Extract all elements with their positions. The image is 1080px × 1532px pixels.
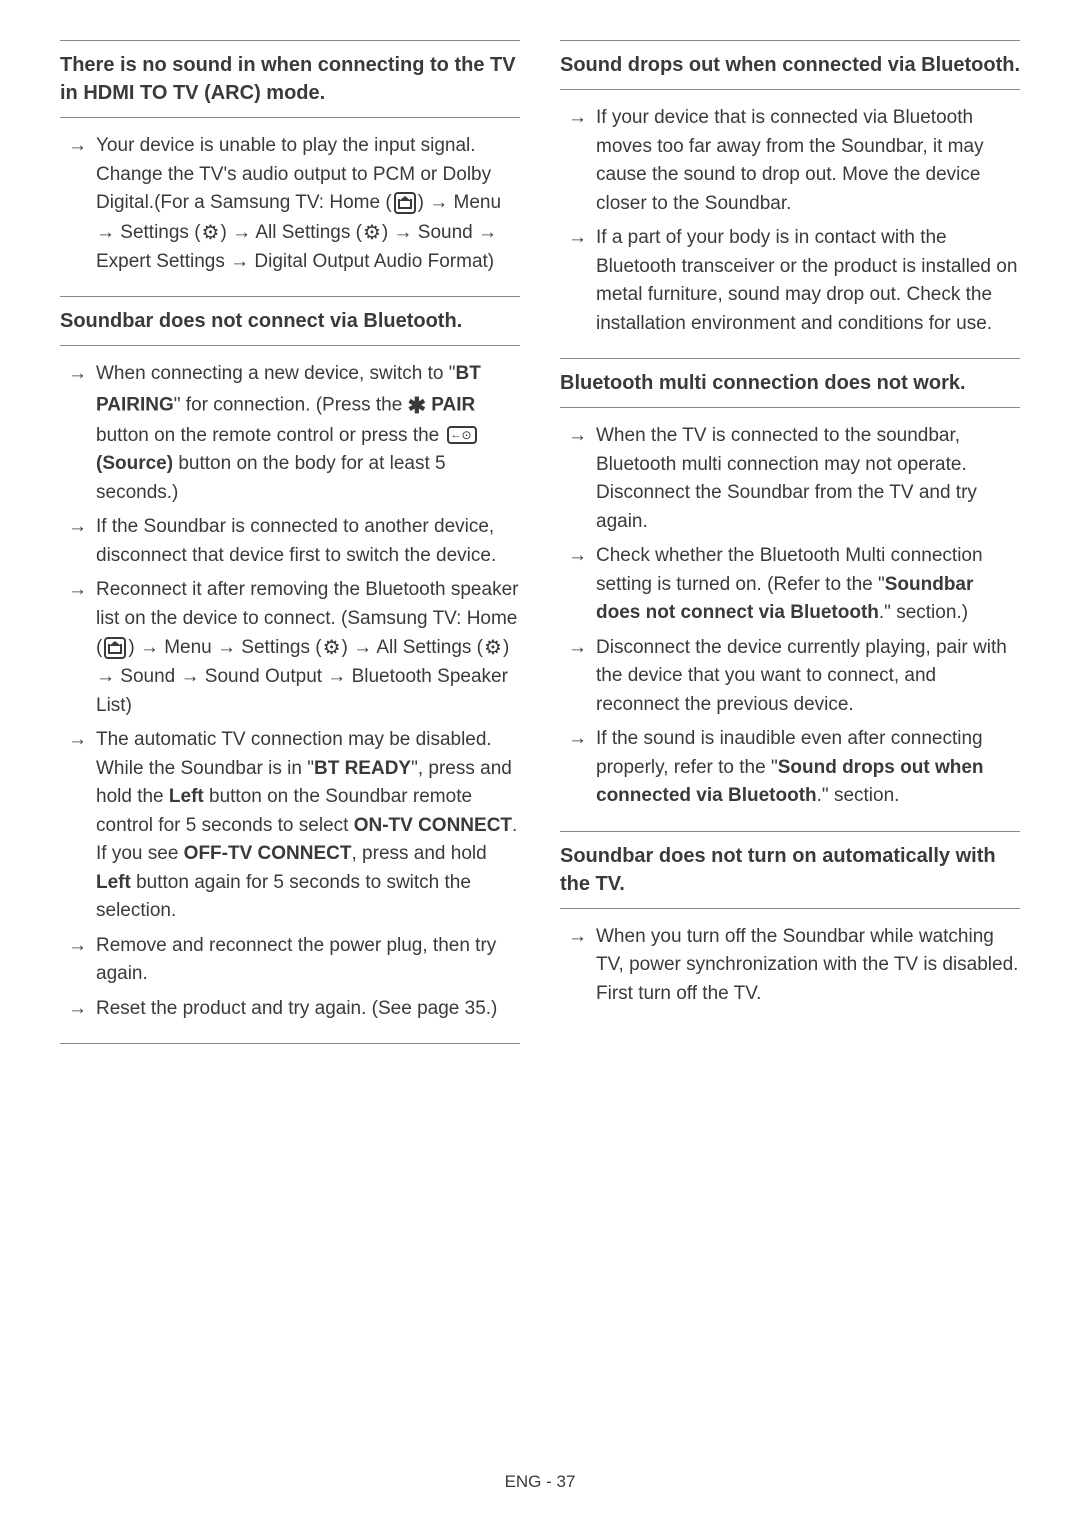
section: Soundbar does not connect via Bluetooth.… <box>60 296 520 1044</box>
page-footer: ENG - 37 <box>0 1472 1080 1492</box>
gear-icon: ⚙ <box>484 633 502 663</box>
list-item: Remove and reconnect the power plug, the… <box>68 932 520 989</box>
bluetooth-icon: ✱ <box>408 389 426 422</box>
section-heading: Bluetooth multi connection does not work… <box>560 358 1020 408</box>
item-list: If your device that is connected via Blu… <box>560 104 1020 338</box>
section: Sound drops out when connected via Bluet… <box>560 40 1020 338</box>
list-item: Check whether the Bluetooth Multi connec… <box>568 542 1020 628</box>
bold-text: ON-TV CONNECT <box>354 815 512 836</box>
right-column: Sound drops out when connected via Bluet… <box>560 40 1020 1044</box>
list-item: When you turn off the Soundbar while wat… <box>568 923 1020 1009</box>
bold-text: PAIR <box>431 394 475 415</box>
gear-icon: ⚙ <box>323 633 341 663</box>
list-item: If your device that is connected via Blu… <box>568 104 1020 218</box>
list-item: Reconnect it after removing the Bluetoot… <box>68 576 520 720</box>
section-heading: There is no sound in when connecting to … <box>60 40 520 118</box>
list-item: If the Soundbar is connected to another … <box>68 513 520 570</box>
list-item: If a part of your body is in contact wit… <box>568 224 1020 338</box>
bold-text: (Source) <box>96 453 173 474</box>
list-item: Disconnect the device currently playing,… <box>568 634 1020 720</box>
section: There is no sound in when connecting to … <box>60 40 520 276</box>
bold-text: Soundbar does not connect via Bluetooth <box>596 574 973 624</box>
bold-text: Left <box>169 786 204 807</box>
item-list: When connecting a new device, switch to … <box>60 360 520 1023</box>
list-item: When connecting a new device, switch to … <box>68 360 520 507</box>
list-item: If the sound is inaudible even after con… <box>568 725 1020 811</box>
item-list: Your device is unable to play the input … <box>60 132 520 276</box>
page-number: ENG - 37 <box>505 1472 576 1491</box>
bold-text: OFF-TV CONNECT <box>184 843 352 864</box>
section: Bluetooth multi connection does not work… <box>560 358 1020 811</box>
item-list: When the TV is connected to the soundbar… <box>560 422 1020 811</box>
gear-icon: ⚙ <box>363 218 381 248</box>
gear-icon: ⚙ <box>202 218 220 248</box>
source-icon <box>447 426 477 444</box>
bold-text: Left <box>96 872 131 893</box>
list-item: Reset the product and try again. (See pa… <box>68 995 520 1024</box>
section-heading: Soundbar does not turn on automatically … <box>560 831 1020 909</box>
section: Soundbar does not turn on automatically … <box>560 831 1020 1009</box>
left-column: There is no sound in when connecting to … <box>60 40 520 1044</box>
item-list: When you turn off the Soundbar while wat… <box>560 923 1020 1009</box>
list-item: When the TV is connected to the soundbar… <box>568 422 1020 536</box>
list-item: Your device is unable to play the input … <box>68 132 520 276</box>
bold-text: Sound drops out when connected via Bluet… <box>596 757 984 807</box>
bold-text: BT READY <box>314 758 411 779</box>
section-heading: Soundbar does not connect via Bluetooth. <box>60 296 520 346</box>
home-icon <box>394 192 416 214</box>
home-icon <box>104 637 126 659</box>
content-wrapper: There is no sound in when connecting to … <box>60 40 1020 1044</box>
list-item: The automatic TV connection may be disab… <box>68 726 520 926</box>
section-heading: Sound drops out when connected via Bluet… <box>560 40 1020 90</box>
